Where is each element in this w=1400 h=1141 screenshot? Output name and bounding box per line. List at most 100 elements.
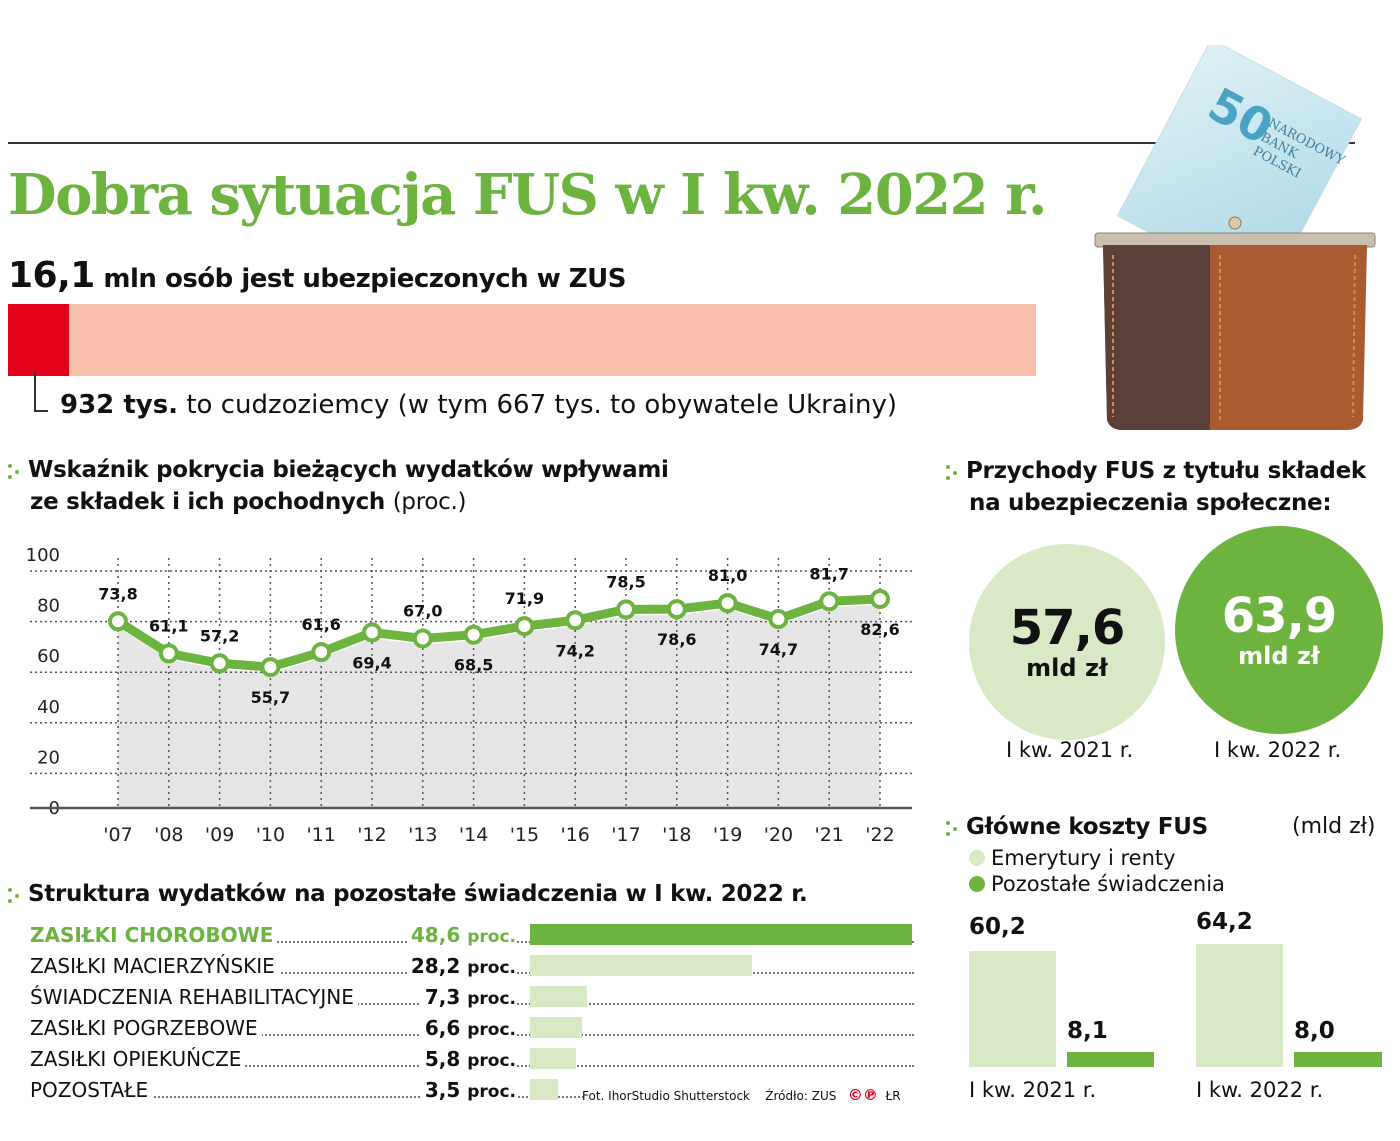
data-point [514,616,535,637]
structure-label: POZOSTAŁE [30,1078,153,1102]
structure-row: ZASIŁKI CHOROBOWE 48,6 proc. [30,920,914,951]
svg-text:82,6: 82,6 [860,620,899,639]
svg-text:68,5: 68,5 [454,656,493,675]
structure-row: ZASIŁKI OPIEKUŃCZE 5,8 proc. [30,1044,914,1075]
structure-bar [530,1017,582,1038]
line-chart-title-2: ze składek i ich pochodnych (proc.) [30,489,467,515]
structure-bar [530,1079,558,1100]
structure-bar [530,955,752,976]
svg-text:61,1: 61,1 [149,616,188,635]
foreigners-text: to cudzoziemcy (w tym 667 tys. to obywat… [186,390,898,420]
data-point [362,622,382,643]
structure-label: ZASIŁKI MACIERZYŃSKIE [30,954,279,978]
structure-bar [530,924,912,945]
structure-value: 7,3 proc. [420,985,516,1009]
svg-text:74,2: 74,2 [555,641,594,660]
data-point [412,628,433,649]
svg-text:'11: '11 [306,824,335,846]
structure-value: 5,8 proc. [420,1047,516,1071]
dotted-leader [30,1096,584,1098]
bullet-dots-icon [946,463,960,481]
structure-value: 3,5 proc. [420,1078,516,1102]
legend-other: Pozostałe świadczenia [969,872,1225,896]
svg-text:'20: '20 [764,824,793,846]
svg-text:81,7: 81,7 [809,564,848,583]
line-chart: 020406080100'07'08'09'10'11'12'13'14'15'… [0,520,930,860]
svg-text:60: 60 [37,646,60,667]
bullet-dots-icon [8,462,22,480]
svg-text:'10: '10 [256,824,285,846]
cost-label-2022: I kw. 2022 r. [1196,1078,1324,1102]
svg-text:'19: '19 [713,824,742,846]
copyright-icon: ©℗ [847,1086,878,1104]
svg-text:78,6: 78,6 [657,630,696,649]
structure-row: ZASIŁKI MACIERZYŃSKIE 28,2 proc. [30,951,914,982]
revenue-circle-2021: 57,6 mld zł [969,544,1165,740]
legend-swatch-green [969,876,985,892]
data-point [565,610,586,631]
svg-text:67,0: 67,0 [403,601,442,620]
structure-row: ZASIŁKI POGRZEBOWE 6,6 proc. [30,1013,914,1044]
revenue-circle-2022: 63,9 mld zł [1175,526,1383,734]
structure-label: ZASIŁKI CHOROBOWE [30,923,278,947]
data-point [870,589,890,610]
photo-credit: Fot. IhorStudio Shutterstock [582,1089,751,1103]
cost-value-2022-other: 8,0 [1294,1018,1335,1044]
svg-text:81,0: 81,0 [708,566,747,585]
structure-value: 6,6 proc. [420,1016,516,1040]
structure-label: ŚWIADCZENIA REHABILITACYJNE [30,985,358,1009]
bullet-dots-icon [8,886,22,904]
revenue-label-2022: I kw. 2022 r. [1214,738,1342,762]
series-line [115,594,881,672]
cost-bar-2021-pensions [969,951,1056,1067]
data-point [463,624,484,645]
cost-bar-2022-pensions [1196,944,1283,1067]
page-title: Dobra sytuacja FUS w I kw. 2022 r. [8,162,1047,228]
insured-value: 16,1 [8,255,95,296]
foreigners-bar-segment [8,304,69,376]
insured-text: mln osób jest ubezpieczonych w ZUS [103,264,626,294]
bullet-dots-icon [946,819,960,837]
svg-text:'12: '12 [357,824,386,846]
svg-text:'14: '14 [459,824,488,846]
svg-text:'15: '15 [510,824,539,846]
svg-text:'09: '09 [205,824,234,846]
svg-text:80: 80 [37,596,60,617]
svg-text:'13: '13 [408,824,437,846]
costs-unit: (mld zł) [1292,814,1376,839]
svg-text:40: 40 [37,697,60,718]
structure-label: ZASIŁKI OPIEKUŃCZE [30,1047,246,1071]
structure-bar [530,986,588,1007]
source-credit: Źródło: ZUS [765,1089,837,1103]
legend-pensions: Emerytury i renty [969,846,1176,870]
insured-headline: 16,1 mln osób jest ubezpieczonych w ZUS [8,255,626,296]
svg-text:69,4: 69,4 [352,653,391,672]
line-chart-svg: 020406080100'07'08'09'10'11'12'13'14'15'… [26,545,912,846]
structure-row: ŚWIADCZENIA REHABILITACYJNE 7,3 proc. [30,982,914,1013]
svg-text:'21: '21 [814,824,843,846]
structure-bar [530,1048,576,1069]
svg-text:61,6: 61,6 [301,615,340,634]
data-point [108,611,128,632]
structure-label: ZASIŁKI POGRZEBOWE [30,1016,262,1040]
svg-text:100: 100 [26,545,60,566]
data-point [260,657,281,678]
svg-text:57,2: 57,2 [200,626,239,645]
svg-text:'16: '16 [560,824,589,846]
svg-text:73,8: 73,8 [98,584,137,603]
structure-title: Struktura wydatków na pozostałe świadcze… [8,878,808,910]
data-point [768,609,789,630]
cost-label-2021: I kw. 2021 r. [969,1078,1097,1102]
svg-text:'18: '18 [662,824,691,846]
cost-value-2022-pensions: 64,2 [1196,909,1253,935]
area-fill [118,605,880,808]
cost-value-2021-pensions: 60,2 [969,914,1026,940]
structure-row: POZOSTAŁE 3,5 proc. [30,1075,914,1106]
svg-text:78,5: 78,5 [606,572,645,591]
svg-text:74,7: 74,7 [759,640,798,659]
wallet-with-banknote-icon: 50 NARODOWY BANK POLSKI [1094,38,1376,430]
data-point [819,591,840,612]
top-rule [8,142,1355,144]
insured-bar [8,304,1036,376]
data-point [666,599,687,620]
